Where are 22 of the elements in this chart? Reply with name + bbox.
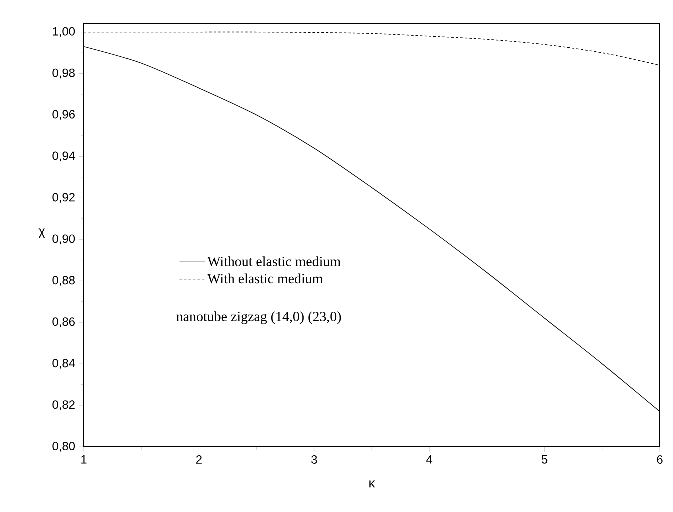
x-tick-label: 6: [657, 456, 663, 464]
y-tick-label: 1,00: [53, 27, 76, 38]
y-tick-label: 0,82: [52, 400, 75, 410]
annotation: nanotube zigzag (14,0) (23,0): [176, 312, 342, 324]
y-tick-label: 0,86: [52, 318, 75, 328]
x-tick-label: 4: [426, 456, 433, 464]
y-tick-label: 0,92: [52, 193, 75, 204]
y-tick-label: 0,90: [52, 234, 76, 245]
x-tick-label: 2: [196, 456, 202, 464]
y-tick-label: 0,94: [52, 152, 76, 162]
x-tick-label: 5: [542, 456, 548, 464]
y-tick-label: 0,88: [52, 276, 75, 286]
x-axis-title: κ: [370, 480, 376, 488]
x-tick-label: 1: [82, 456, 87, 464]
y-tick-label: 0,80: [52, 442, 76, 452]
y-tick-label: 0,84: [52, 359, 76, 369]
legend-label: With elastic medium: [208, 274, 323, 284]
legend-label: Without elastic medium: [208, 256, 341, 266]
y-tick-label: 0,96: [52, 110, 75, 120]
y-tick-label: 0,98: [52, 68, 75, 79]
x-tick-label: 3: [312, 456, 318, 464]
y-axis-title: χ: [38, 228, 46, 238]
